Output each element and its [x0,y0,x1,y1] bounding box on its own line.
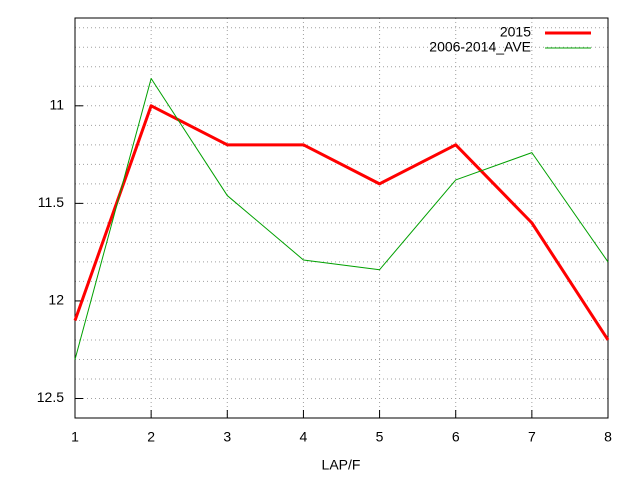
x-axis-label: LAP/F [322,457,361,473]
y-tick-label: 12 [48,292,64,308]
x-tick-label: 5 [376,429,384,445]
legend-label: 2006-2014_AVE [429,39,531,55]
plot-frame [74,17,609,419]
x-tick-label: 6 [452,429,460,445]
series-line [73,104,610,341]
series-line [74,77,609,360]
y-tick-label: 11 [49,97,64,113]
x-tick-label: 8 [604,429,612,445]
x-tick-label: 7 [528,429,536,445]
x-tick-label: 4 [300,429,308,445]
y-tick-label: 12.5 [37,389,64,405]
x-tick-label: 2 [147,429,155,445]
y-tick-label: 11.5 [38,194,64,210]
legend-label: 2015 [500,24,531,40]
x-tick-label: 3 [223,429,231,445]
x-tick-label: 1 [71,429,79,445]
